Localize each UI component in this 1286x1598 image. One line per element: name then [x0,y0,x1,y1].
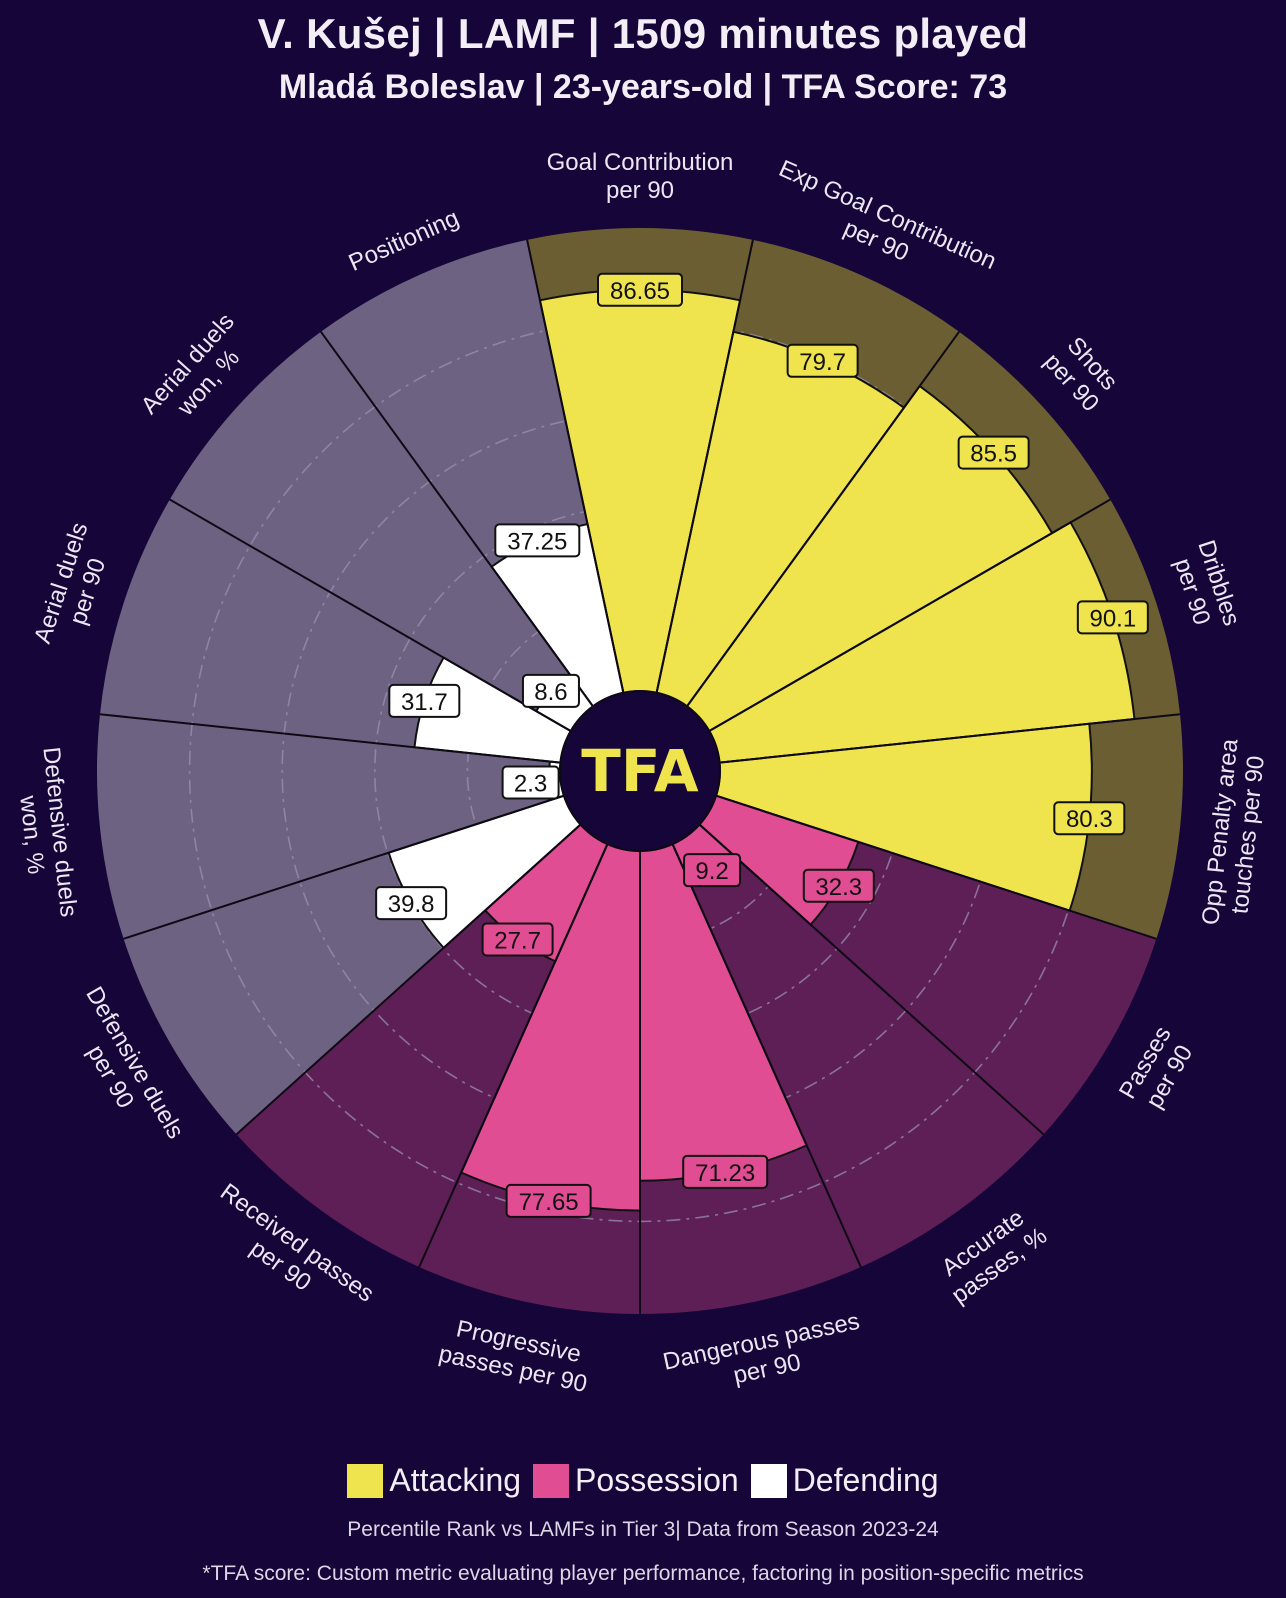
value-label-text: 31.7 [401,689,448,716]
value-label-text: 2.3 [514,770,547,797]
value-label-text: 39.8 [388,891,435,918]
value-label-box [494,523,581,558]
spokes [99,239,1181,1314]
value-label-text: 27.7 [494,927,541,954]
spoke [715,794,1157,940]
legend-swatch-possession [533,1463,570,1498]
legend-item-possession: Possession [533,1462,739,1499]
background-sector [97,714,564,939]
legend: Attacking Possession Defending [0,1462,1286,1499]
value-label: 79.7 [786,343,859,378]
tfa-logo: TFA [581,737,699,805]
value-label-box [388,683,461,718]
spoke [686,331,960,707]
value-label: 90.1 [1076,600,1149,635]
spoke [708,498,1111,732]
background-sector [672,824,1044,1268]
value-label-text: 71.23 [695,1160,755,1187]
value-label: 31.7 [388,683,461,718]
value-label-box [597,272,683,307]
value-label-box [505,1183,592,1218]
value-label: 71.23 [682,1154,769,1189]
value-label: 80.3 [1053,801,1126,836]
value-label-box [375,886,448,921]
value-label: 2.3 [501,765,560,800]
value-label: 37.25 [494,523,581,558]
value-label-box [683,853,742,888]
center-circle [559,690,721,852]
value-label: 77.65 [505,1183,592,1218]
spoke [123,794,565,940]
value-label: 9.2 [683,853,742,888]
value-label-text: 86.65 [610,278,670,305]
value-label: 32.3 [802,868,875,903]
value-label-text: 77.65 [519,1189,579,1216]
spoke [671,843,862,1268]
legend-item-defending: Defending [750,1462,939,1499]
legend-swatch-attacking [347,1463,384,1498]
spoke [169,498,572,732]
value-label-box [501,765,560,800]
value-label-text: 8.6 [534,679,567,706]
value-label-box [1076,600,1149,635]
spoke [526,239,625,693]
category-label-line: Goal Contribution [547,149,734,176]
chart-title: V. Kušej | LAMF | 1509 minutes played [257,10,1029,57]
value-label-box [802,868,875,903]
value-label-text: 9.2 [695,858,728,885]
value-label-text: 85.5 [970,441,1017,468]
value-label-text: 80.3 [1066,806,1113,833]
value-label-text: 32.3 [815,874,862,901]
spoke [698,823,1045,1136]
value-label: 86.65 [597,272,683,307]
value-label-text: 90.1 [1089,605,1136,632]
legend-label-defending: Defending [792,1462,939,1498]
value-label: 8.6 [521,673,580,708]
spoke [719,713,1181,764]
legend-label-attacking: Attacking [389,1462,522,1498]
value-label-text: 37.25 [507,528,567,555]
spoke [235,823,582,1136]
spoke [655,239,754,693]
value-labels: 86.65 79.7 85.5 90.1 80.3 32.3 9.2 71.23 77.65 27… [375,272,1149,1218]
legend-item-attacking: Attacking [347,1462,521,1499]
value-label-box [1053,801,1126,836]
value-label-box [521,673,580,708]
tfa-score-disclaimer: *TFA score: Custom metric evaluating pla… [202,1562,1084,1585]
value-label: 39.8 [375,886,448,921]
data-source-note: Percentile Rank vs LAMFs in Tier 3| Data… [347,1518,939,1541]
spoke [418,843,609,1268]
value-label: 27.7 [481,922,554,957]
value-label-box [957,435,1030,470]
value-label-box [481,922,554,957]
spoke [99,713,561,764]
legend-swatch-defending [750,1463,787,1498]
legend-label-possession: Possession [575,1462,739,1498]
category-label-line: per 90 [606,177,674,204]
value-label: 85.5 [957,435,1030,470]
spoke [320,331,594,707]
value-label-box [682,1154,769,1189]
value-label-text: 79.7 [799,349,846,376]
background-sector [169,331,593,731]
value-label-box [786,343,859,378]
chart-subtitle: Mladá Boleslav | 23-years-old | TFA Scor… [278,68,1008,106]
